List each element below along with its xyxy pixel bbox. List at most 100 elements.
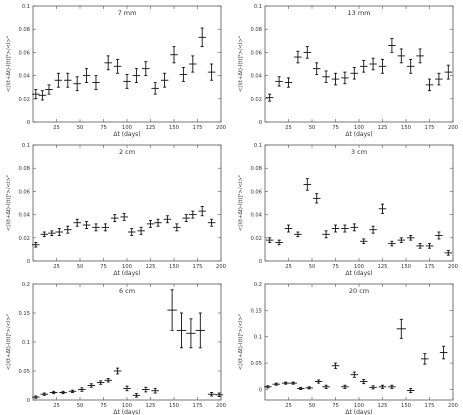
x-tick-label: 150 — [169, 264, 179, 270]
x-tick-label: 175 — [425, 125, 435, 131]
x-tick-label: 175 — [193, 403, 203, 409]
data-point — [312, 193, 321, 204]
x-tick-label: 100 — [122, 264, 132, 270]
x-tick-label: 75 — [100, 403, 107, 409]
y-tick-label: 0.08 — [18, 166, 30, 172]
plot-frame — [32, 283, 222, 401]
data-point — [186, 318, 196, 349]
x-tick-label: 125 — [378, 125, 388, 131]
y-tick-label: 0 — [259, 387, 262, 393]
data-point — [127, 228, 136, 236]
x-tick-label: 150 — [401, 125, 411, 131]
data-point — [281, 381, 290, 385]
data-point — [444, 250, 453, 256]
data-point — [64, 72, 72, 88]
chart-panel: 20 cm 25 50 75 100 125 150 175 200 0 0.05 0.1 0.15 0.… — [238, 282, 458, 415]
data-point — [406, 387, 415, 394]
y-tick-label: 0.1 — [22, 4, 30, 10]
data-point — [207, 392, 216, 397]
panel-title: 2 cm — [119, 148, 135, 156]
x-tick-label: 50 — [309, 125, 316, 131]
data-point — [275, 76, 283, 87]
data-point — [359, 378, 368, 385]
chart-panel: 6 cm 25 50 75 100 125 150 175 200 0 0.05 0.1 0.15 0.2… — [6, 282, 226, 415]
y-axis-label: <[I(t+Δt)-I(t)]²>/<I>² — [6, 314, 12, 370]
plot-frame — [32, 144, 222, 262]
panel-title: 20 cm — [349, 287, 369, 295]
data-point — [439, 345, 448, 360]
data-point — [284, 224, 293, 233]
y-tick-label: 0 — [259, 259, 262, 265]
data-point — [416, 48, 424, 64]
data-point — [435, 231, 443, 240]
data-point — [142, 61, 150, 77]
data-point — [123, 73, 131, 89]
data-point — [48, 230, 56, 236]
x-tick-label: 75 — [332, 403, 339, 409]
x-tick-label: 100 — [354, 264, 364, 270]
data-point — [369, 225, 377, 234]
data-point — [388, 384, 396, 389]
data-point — [101, 223, 110, 232]
data-point — [322, 70, 330, 84]
data-point — [425, 78, 434, 92]
data-point — [32, 395, 40, 399]
data-point — [331, 224, 340, 233]
x-tick-label: 50 — [77, 125, 84, 131]
chart-panel: 2 cm 25 50 75 100 125 150 175 200 0 0.02 0.04 0.06 0.… — [6, 143, 226, 277]
data-point — [378, 203, 387, 214]
data-point — [104, 55, 112, 71]
y-tick-label: 0.05 — [250, 361, 262, 367]
data-point — [38, 90, 47, 101]
data-point — [296, 386, 305, 390]
data-point — [378, 384, 387, 389]
y-tick-label: 0.05 — [18, 369, 30, 375]
y-tick-label: 0.1 — [22, 340, 30, 346]
data-point — [32, 89, 40, 100]
x-tick-label: 200 — [216, 403, 226, 409]
y-tick-label: 0.04 — [250, 213, 262, 219]
data-point — [294, 50, 302, 64]
data-point — [435, 72, 443, 86]
x-tick-label: 25 — [53, 125, 60, 131]
data-point — [331, 362, 340, 369]
data-point — [87, 383, 96, 388]
data-point — [45, 84, 53, 95]
data-point — [189, 210, 197, 219]
y-tick-label: 0.02 — [18, 236, 30, 242]
y-axis-label: <[I(t+Δt)-I(t)]²>/<I>² — [238, 36, 244, 92]
data-point — [305, 386, 313, 390]
x-tick-label: 25 — [53, 264, 60, 270]
data-point — [264, 385, 272, 389]
x-tick-label: 100 — [122, 403, 132, 409]
y-tick-label: 0 — [259, 120, 262, 126]
x-tick-label: 75 — [332, 264, 339, 270]
x-axis-label: Δt (days) — [113, 409, 140, 415]
y-tick-label: 0.15 — [18, 311, 30, 317]
y-axis-label: <[I(t+Δt)-I(t)]²>/<I>² — [238, 175, 244, 231]
y-tick-label: 0.06 — [18, 189, 30, 195]
data-point — [32, 241, 40, 248]
data-point — [170, 46, 178, 64]
x-tick-label: 200 — [448, 264, 458, 270]
data-point — [341, 71, 349, 85]
x-tick-label: 75 — [100, 264, 107, 270]
y-axis-label: <[I(t+Δt)-I(t)]²>/<I>² — [6, 175, 12, 231]
data-point — [120, 212, 128, 221]
data-point — [406, 58, 415, 74]
data-point — [312, 62, 321, 75]
y-tick-label: 0.08 — [250, 27, 262, 33]
data-point — [167, 289, 177, 331]
data-point — [350, 67, 359, 80]
data-point — [113, 367, 122, 375]
x-tick-label: 75 — [100, 125, 107, 131]
data-point — [289, 381, 297, 385]
data-point — [421, 353, 429, 365]
data-point — [322, 384, 330, 389]
data-point — [160, 72, 169, 88]
x-tick-label: 200 — [448, 125, 458, 131]
y-tick-label: 0.04 — [18, 74, 30, 80]
data-point — [207, 63, 216, 81]
data-point — [198, 27, 206, 48]
data-point — [350, 223, 359, 232]
